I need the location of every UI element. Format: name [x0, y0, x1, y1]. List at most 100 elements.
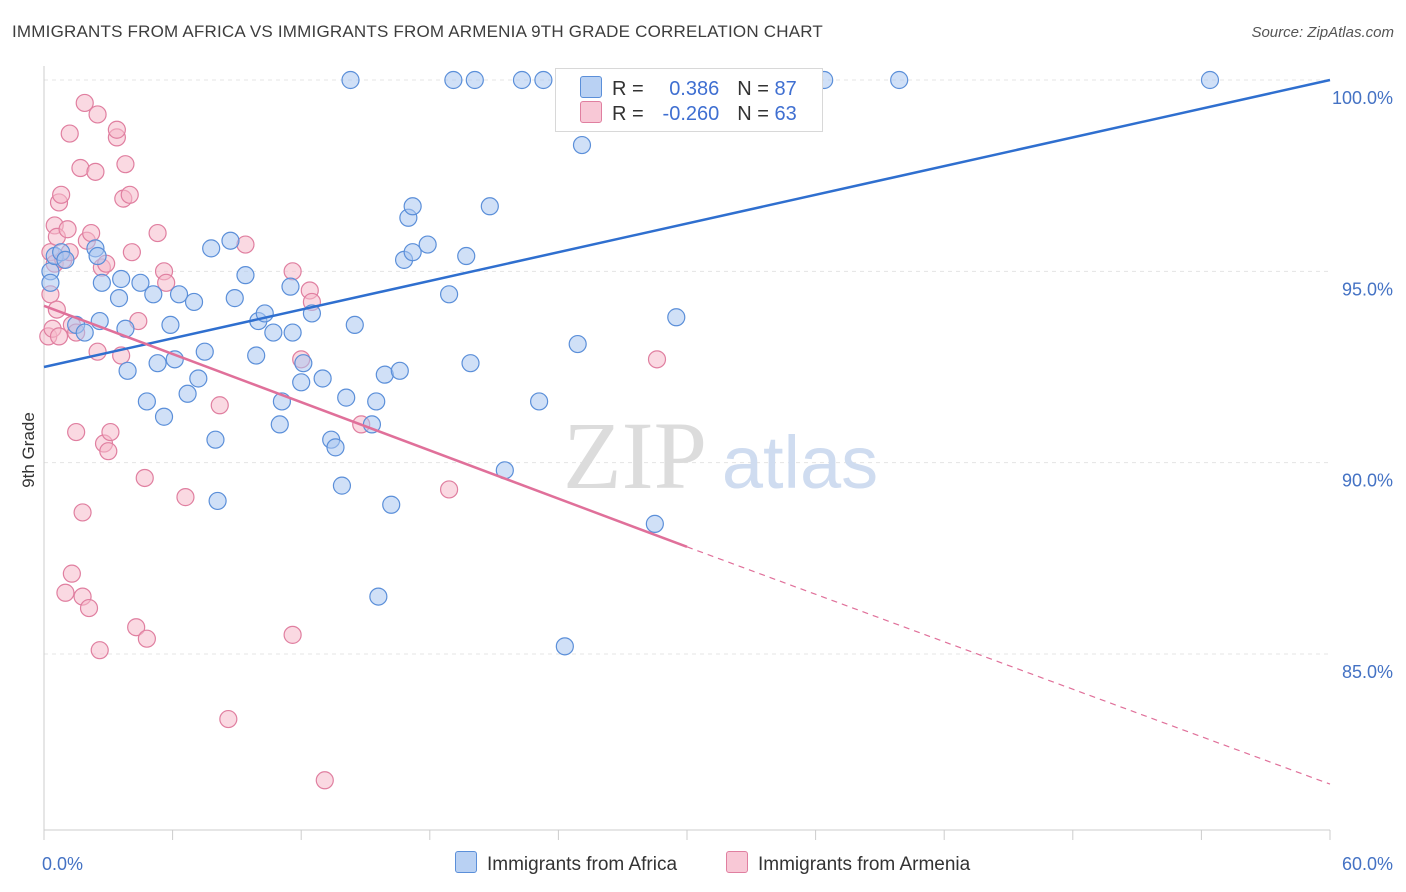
africa-point-77	[645, 514, 664, 533]
africa-point-16	[137, 392, 156, 411]
africa-point-44	[313, 369, 332, 388]
africa-point-49	[341, 70, 360, 90]
armenia-point-21	[73, 503, 92, 522]
armenia-point-52	[219, 709, 238, 729]
africa-point-14	[118, 361, 137, 380]
africa-point-15	[131, 273, 150, 292]
africa-point-20	[161, 315, 180, 335]
africa-point-72	[555, 637, 574, 656]
africa-point-37	[270, 415, 289, 434]
africa-point-32	[236, 266, 255, 285]
armenia-point-45	[135, 468, 154, 488]
africa-point-1	[41, 273, 60, 292]
legend-r-label: R =	[612, 78, 650, 100]
africa-point-17	[144, 285, 163, 304]
africa-point-85	[1200, 70, 1220, 90]
x-tick-label-max: 60.0%	[1342, 854, 1393, 874]
africa-point-71	[534, 70, 553, 90]
y-tick-label-0: 100.0%	[1332, 88, 1393, 108]
africa-point-8	[88, 246, 107, 266]
africa-point-60	[403, 243, 422, 262]
armenia-point-26	[82, 223, 101, 243]
africa-point-19	[154, 407, 174, 426]
armenia-point-61	[439, 480, 459, 499]
africa-point-63	[444, 70, 463, 90]
africa-point-33	[247, 346, 266, 365]
armenia-point-27	[86, 162, 105, 181]
armenia-point-23	[75, 93, 94, 113]
africa-point-50	[345, 315, 364, 335]
watermark-zip: ZIP	[563, 402, 707, 509]
africa-point-26	[195, 342, 214, 361]
y-tick-labels: 100.0% 95.0% 90.0% 85.0%	[1332, 88, 1393, 682]
bottom-legend-label-armenia: Immigrants from Armenia	[758, 854, 971, 875]
africa-point-4	[56, 250, 75, 269]
africa-point-23	[178, 384, 197, 403]
armenia-point-47	[148, 223, 167, 243]
africa-point-84	[890, 70, 909, 90]
armenia-point-51	[210, 396, 229, 415]
africa-point-25	[189, 369, 208, 388]
watermark: ZIP atlas	[563, 402, 878, 509]
bottom-legend-label-africa: Immigrants from Africa	[487, 854, 678, 875]
legend-n-label: N =	[737, 78, 775, 100]
armenia-point-30	[90, 641, 109, 660]
africa-point-70	[530, 392, 549, 411]
legend-r-africa: 0.386	[669, 78, 720, 100]
armenia-point-16	[62, 564, 81, 583]
africa-point-74	[568, 334, 587, 354]
armenia-point-10	[52, 185, 71, 204]
y-tick-label-2: 90.0%	[1342, 471, 1393, 491]
chart-source: Source: ZipAtlas.com	[1251, 24, 1394, 41]
africa-point-62	[439, 285, 459, 304]
y-tick-label-3: 85.0%	[1342, 662, 1393, 682]
armenia-point-34	[99, 442, 118, 461]
armenia-point-20	[71, 158, 90, 178]
legend-swatch-armenia	[580, 101, 602, 123]
africa-point-18	[148, 354, 167, 373]
watermark-atlas: atlas	[722, 421, 878, 504]
armenia-point-43	[127, 618, 146, 637]
x-tick-label-min: 0.0%	[42, 854, 83, 874]
chart-title: IMMIGRANTS FROM AFRICA VS IMMIGRANTS FRO…	[12, 22, 824, 41]
armenia-point-13	[58, 220, 77, 239]
armenia-point-18	[67, 422, 86, 442]
legend-row-armenia: R = -0.260 N = 63	[580, 101, 797, 127]
africa-point-36	[264, 323, 283, 342]
africa-point-61	[418, 235, 437, 254]
africa-point-66	[465, 70, 484, 90]
africa-point-75	[572, 135, 592, 155]
armenia-point-49	[157, 273, 176, 292]
y-axis-label: 9th Grade	[19, 412, 38, 488]
armenia-point-55	[283, 262, 302, 281]
armenia-point-28	[88, 105, 107, 124]
bottom-legend-swatch-africa	[455, 851, 477, 873]
africa-point-29	[208, 491, 227, 511]
y-tick-label-1: 95.0%	[1342, 279, 1393, 299]
africa-point-41	[292, 373, 311, 392]
legend-n-africa: 87	[774, 78, 797, 100]
bottom-legend-swatch-armenia	[726, 851, 748, 873]
africa-point-28	[206, 430, 225, 449]
africa-point-31	[225, 289, 244, 308]
armenia-point-54	[283, 625, 302, 644]
africa-point-39	[281, 277, 300, 296]
armenia-point-25	[79, 598, 99, 618]
africa-point-54	[375, 365, 394, 384]
africa-point-67	[480, 197, 499, 216]
legend-r-armenia: -0.260	[662, 103, 720, 125]
africa-point-22	[169, 285, 189, 304]
africa-point-53	[369, 587, 388, 606]
armenia-point-14	[60, 124, 79, 143]
africa-point-78	[667, 308, 686, 327]
armenia-point-42	[122, 243, 141, 262]
africa-point-6	[75, 323, 94, 342]
grid-lines	[44, 79, 1330, 655]
legend-swatch-africa	[580, 76, 602, 98]
legend-row-africa: R = 0.386 N = 87	[580, 76, 797, 102]
trend-line-armenia	[43, 304, 688, 549]
bottom-legend-africa: Immigrants from Africa	[455, 851, 677, 876]
armenia-point-9	[49, 327, 69, 346]
armenia-point-59	[315, 771, 334, 790]
